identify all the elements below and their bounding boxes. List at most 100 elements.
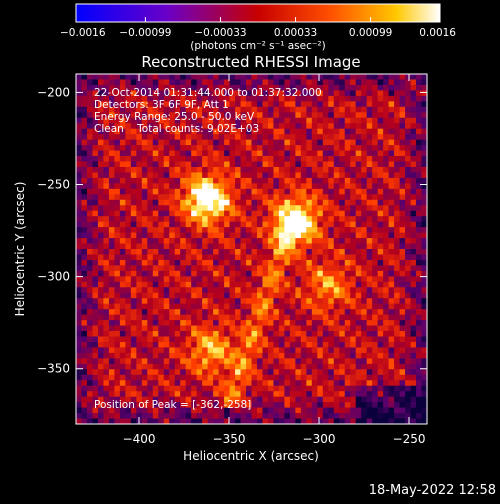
heatmap-cell (405, 128, 411, 135)
heatmap-cell (114, 336, 121, 343)
heatmap-cell (262, 128, 269, 135)
heatmap-cell (246, 352, 252, 359)
heatmap-cell (350, 156, 357, 162)
heatmap-cell (366, 249, 373, 255)
heatmap-cell (333, 298, 340, 305)
heatmap-cell (130, 199, 137, 206)
heatmap-cell (114, 172, 121, 179)
heatmap-cell (372, 172, 379, 179)
heatmap-cell (152, 413, 159, 419)
heatmap-cell (185, 128, 192, 135)
heatmap-cell (306, 172, 313, 179)
heatmap-cell (267, 112, 274, 119)
heatmap-cell (224, 79, 230, 86)
heatmap-cell (180, 347, 187, 354)
heatmap-cell (130, 281, 137, 288)
heatmap-cell (410, 336, 417, 343)
heatmap-cell (388, 314, 395, 321)
heatmap-cell (103, 380, 110, 387)
heatmap-cell (416, 287, 422, 294)
heatmap-cell (202, 199, 209, 206)
heatmap-cell (251, 156, 258, 162)
heatmap-cell (377, 314, 384, 321)
heatmap-cell (289, 117, 296, 124)
heatmap-cell (224, 347, 230, 354)
heatmap-cell (262, 380, 269, 387)
heatmap-cell (76, 101, 82, 108)
heatmap-cell (169, 369, 176, 376)
heatmap-cell (81, 341, 88, 348)
heatmap-cell (202, 254, 209, 261)
heatmap-cell (180, 188, 187, 195)
heatmap-cell (317, 309, 324, 316)
heatmap-cell (163, 183, 170, 190)
heatmap-cell (344, 95, 351, 102)
heatmap-cell (158, 380, 165, 387)
heatmap-cell (240, 134, 247, 141)
heatmap-cell (147, 402, 154, 408)
heatmap-cell (136, 117, 143, 124)
heatmap-cell (246, 270, 252, 277)
heatmap-cell (235, 128, 241, 135)
heatmap-cell (344, 374, 351, 381)
heatmap-cell (339, 112, 346, 119)
heatmap-cell (383, 101, 390, 108)
heatmap-cell (92, 325, 99, 332)
heatmap-cell (196, 254, 203, 261)
heatmap-cell (361, 391, 368, 398)
heatmap-cell (383, 74, 390, 80)
heatmap-cell (377, 84, 384, 91)
heatmap-cell (322, 298, 329, 305)
heatmap-cell (174, 90, 181, 97)
heatmap-cell (76, 314, 82, 321)
heatmap-cell (295, 369, 302, 376)
heatmap-cell (361, 303, 368, 310)
heatmap-cell (256, 216, 263, 223)
heatmap-cell (416, 156, 422, 162)
heatmap-cell (174, 249, 181, 255)
heatmap-cell (147, 347, 154, 354)
heatmap-cell (218, 391, 225, 398)
heatmap-cell (350, 188, 357, 195)
heatmap-cell (339, 336, 346, 343)
heatmap-cell (86, 232, 93, 239)
heatmap-cell (339, 243, 346, 250)
heatmap-cell (284, 177, 291, 184)
heatmap-cell (333, 117, 340, 124)
heatmap-cell (240, 145, 247, 151)
heatmap-cell (295, 183, 302, 190)
heatmap-cell (317, 298, 324, 305)
heatmap-cell (119, 128, 126, 135)
heatmap-cell (196, 270, 203, 277)
heatmap-cell (317, 336, 324, 343)
heatmap-cell (108, 380, 115, 387)
heatmap-cell (350, 287, 357, 294)
heatmap-cell (284, 270, 291, 277)
heatmap-cell (262, 309, 269, 316)
heatmap-cell (262, 106, 269, 113)
heatmap-cell (191, 210, 198, 217)
heatmap-cell (119, 298, 126, 305)
heatmap-cell (191, 385, 198, 392)
heatmap-cell (169, 145, 176, 151)
heatmap-cell (218, 205, 225, 212)
heatmap-cell (103, 101, 110, 108)
heatmap-cell (377, 183, 384, 190)
heatmap-cell (207, 303, 214, 310)
heatmap-cell (262, 166, 269, 173)
heatmap-cell (235, 210, 241, 217)
heatmap-cell (267, 128, 274, 135)
heatmap-cell (361, 84, 368, 91)
heatmap-cell (240, 74, 247, 80)
heatmap-cell (339, 101, 346, 108)
heatmap-cell (416, 194, 422, 201)
heatmap-cell (213, 194, 219, 201)
heatmap-cell (344, 183, 351, 190)
heatmap-cell (169, 194, 176, 201)
heatmap-cell (383, 95, 390, 102)
heatmap-cell (185, 281, 192, 288)
heatmap-cell (108, 347, 115, 354)
heatmap-cell (147, 374, 154, 381)
heatmap-cell (262, 161, 269, 168)
heatmap-cell (180, 369, 187, 376)
